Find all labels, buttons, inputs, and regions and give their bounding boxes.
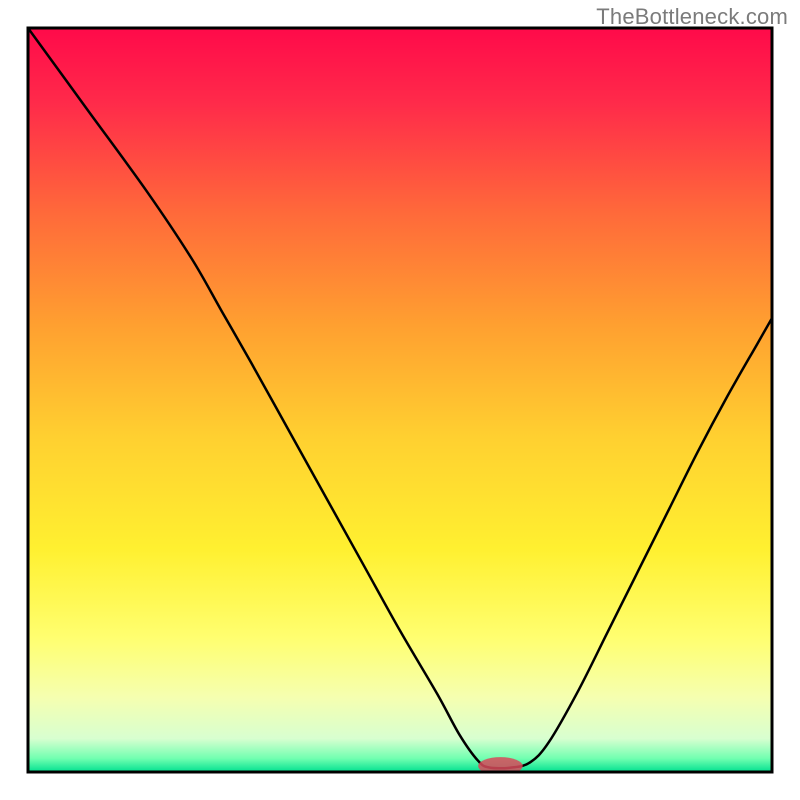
watermark-label: TheBottleneck.com (596, 4, 788, 30)
chart-svg (0, 0, 800, 800)
bottleneck-chart: TheBottleneck.com (0, 0, 800, 800)
plot-background (28, 28, 772, 772)
